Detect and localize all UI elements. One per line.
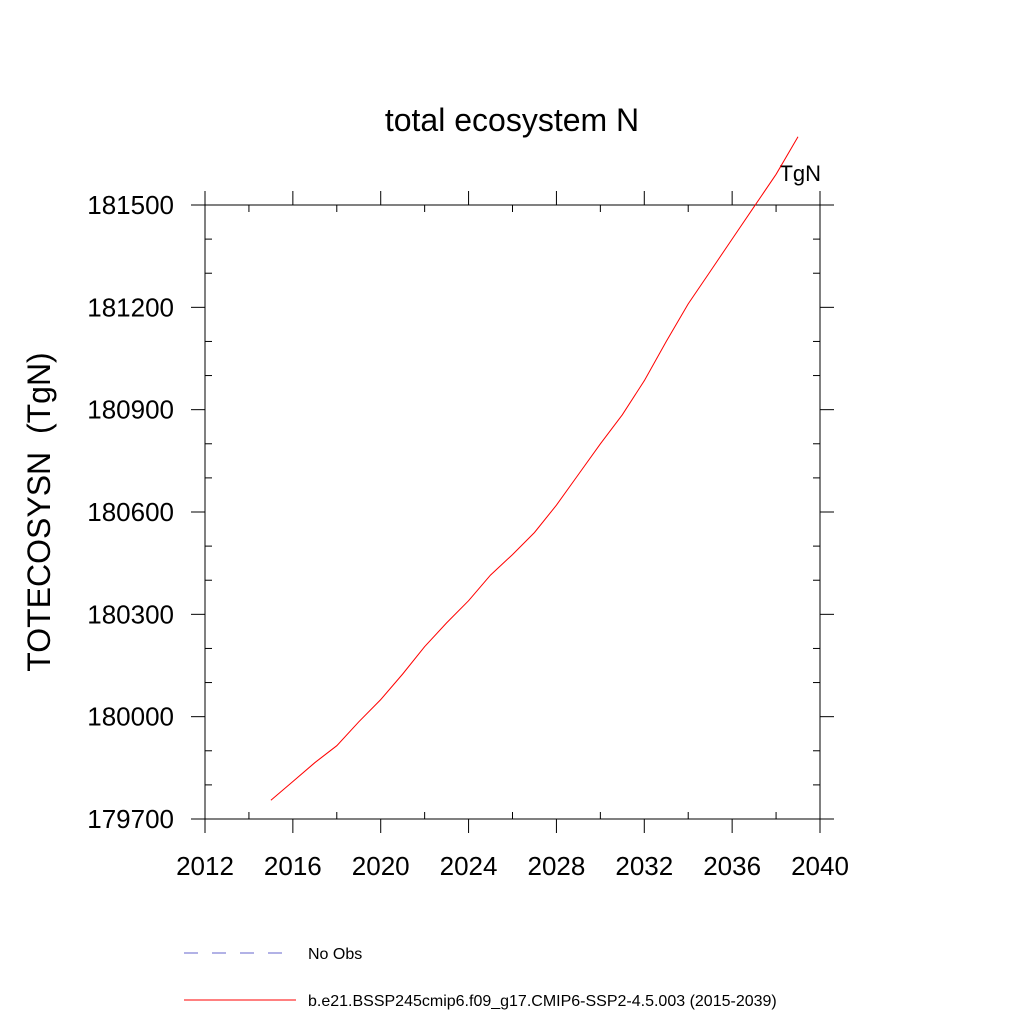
- x-tick-label-2016: 2016: [264, 851, 322, 881]
- x-tick-label-2032: 2032: [615, 851, 673, 881]
- y-tick-label-180600: 180600: [87, 497, 174, 527]
- y-axis-label: TOTECOSYSN (TgN): [21, 352, 57, 671]
- x-tick-label-2020: 2020: [352, 851, 410, 881]
- y-tick-label-180900: 180900: [87, 395, 174, 425]
- plot-frame: [204, 204, 821, 820]
- y-tick-label-180300: 180300: [87, 599, 174, 629]
- x-tick-label-2024: 2024: [440, 851, 498, 881]
- y-tick-label-181500: 181500: [87, 190, 174, 220]
- y-tick-label-181200: 181200: [87, 292, 174, 322]
- series-line-0: [270, 136, 799, 801]
- y-tick-label-179700: 179700: [87, 804, 174, 834]
- y-tick-label-180000: 180000: [87, 702, 174, 732]
- x-tick-label-2040: 2040: [791, 851, 849, 881]
- legend: No Obs b.e21.BSSP245cmip6.f09_g17.CMIP6-…: [184, 946, 777, 1010]
- x-tick-label-2028: 2028: [528, 851, 586, 881]
- x-tick-label-2012: 2012: [176, 851, 234, 881]
- legend-label-no-obs: No Obs: [308, 946, 362, 963]
- chart-title: total ecosystem N: [385, 102, 639, 138]
- legend-label-model: b.e21.BSSP245cmip6.f09_g17.CMIP6-SSP2-4.…: [308, 993, 777, 1010]
- x-tick-label-2036: 2036: [703, 851, 761, 881]
- units-label: TgN: [779, 161, 821, 186]
